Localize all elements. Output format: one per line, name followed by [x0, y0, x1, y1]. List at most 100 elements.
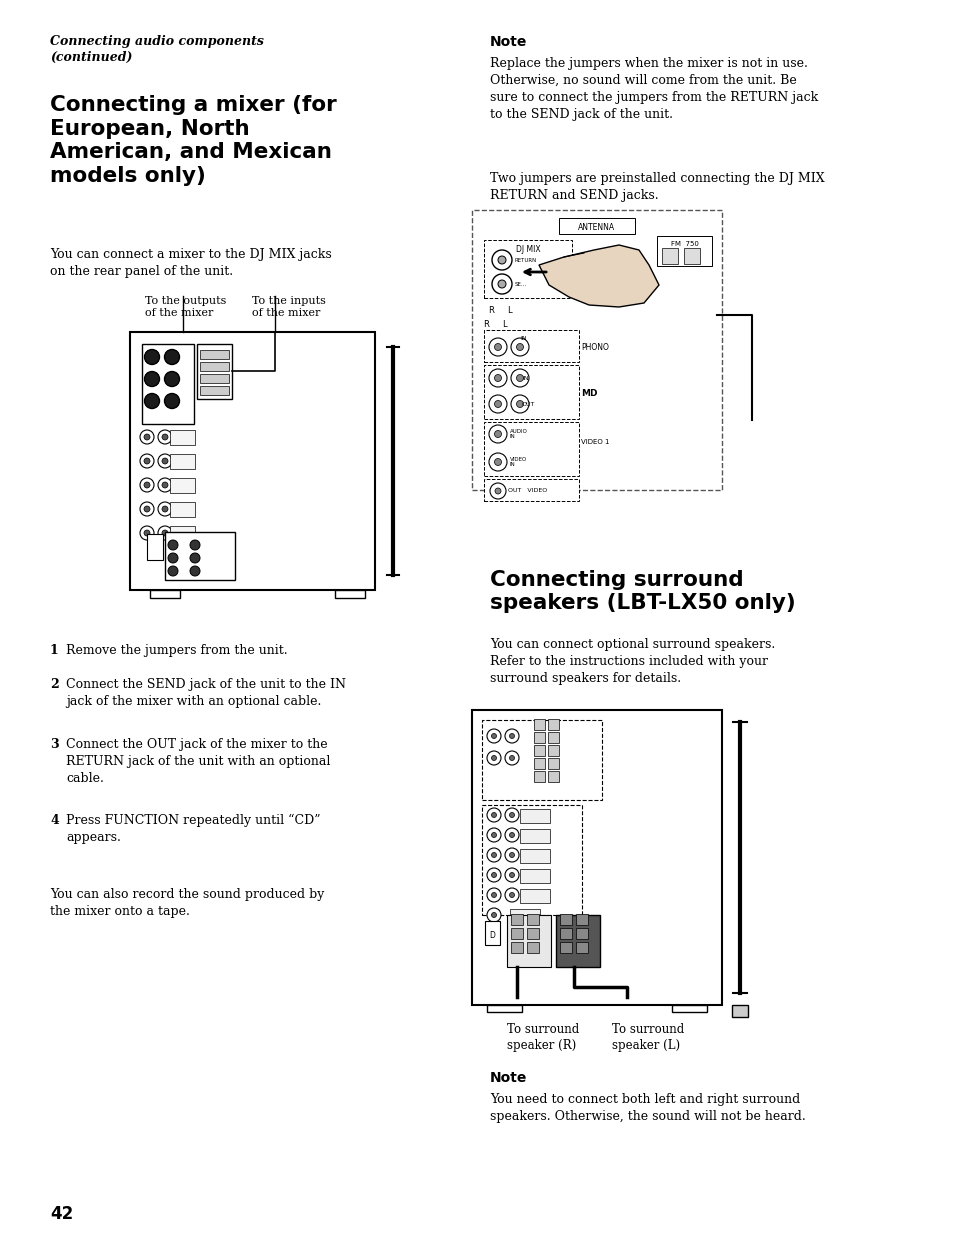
- Circle shape: [489, 453, 506, 471]
- Text: 2: 2: [50, 678, 59, 692]
- Text: Connecting a mixer (for
European, North
American, and Mexican
models only): Connecting a mixer (for European, North …: [50, 95, 336, 185]
- Circle shape: [190, 566, 200, 576]
- Circle shape: [144, 530, 150, 536]
- Circle shape: [491, 813, 496, 818]
- Bar: [576, 942, 587, 953]
- Circle shape: [144, 482, 150, 488]
- Circle shape: [140, 501, 153, 516]
- Text: Two jumpers are preinstalled connecting the DJ MIX
RETURN and SEND jacks.: Two jumpers are preinstalled connecting …: [490, 172, 823, 203]
- Bar: [165, 532, 234, 580]
- Text: R     L: R L: [489, 306, 512, 315]
- Circle shape: [494, 400, 501, 408]
- Bar: [200, 387, 229, 395]
- Circle shape: [164, 372, 179, 387]
- Bar: [534, 732, 544, 743]
- Text: Connect the OUT jack of the mixer to the
RETURN jack of the unit with an optiona: Connect the OUT jack of the mixer to the…: [66, 739, 330, 785]
- Circle shape: [495, 488, 500, 494]
- Circle shape: [190, 540, 200, 550]
- Circle shape: [491, 734, 496, 739]
- Bar: [472, 710, 721, 1005]
- Bar: [547, 745, 558, 756]
- Text: Connect the SEND jack of the unit to the IN
jack of the mixer with an optional c: Connect the SEND jack of the unit to the…: [66, 678, 346, 708]
- Text: DJ MIX: DJ MIX: [516, 245, 539, 253]
- Circle shape: [140, 430, 153, 445]
- Bar: [526, 914, 538, 925]
- Bar: [506, 915, 551, 967]
- Bar: [519, 809, 550, 823]
- Bar: [534, 758, 544, 769]
- Bar: [534, 719, 544, 730]
- Circle shape: [158, 478, 172, 492]
- Circle shape: [489, 338, 506, 356]
- Bar: [481, 720, 601, 800]
- Text: VIDEO
IN: VIDEO IN: [510, 457, 527, 467]
- Text: Note: Note: [490, 35, 527, 49]
- Circle shape: [491, 852, 496, 857]
- Bar: [731, 1005, 747, 1016]
- Text: Note: Note: [490, 1071, 527, 1086]
- Circle shape: [509, 756, 514, 761]
- Circle shape: [144, 506, 150, 513]
- Circle shape: [494, 458, 501, 466]
- Circle shape: [486, 908, 500, 923]
- Text: MD: MD: [580, 389, 597, 398]
- Circle shape: [491, 893, 496, 898]
- Circle shape: [504, 729, 518, 743]
- Circle shape: [511, 369, 529, 387]
- Circle shape: [509, 852, 514, 857]
- Text: Replace the jumpers when the mixer is not in use.
Otherwise, no sound will come : Replace the jumpers when the mixer is no…: [490, 57, 818, 121]
- Bar: [335, 590, 365, 598]
- Bar: [576, 914, 587, 925]
- Bar: [657, 236, 711, 266]
- Bar: [200, 362, 229, 370]
- Bar: [472, 210, 721, 490]
- Bar: [576, 927, 587, 939]
- Bar: [556, 915, 599, 967]
- Circle shape: [162, 482, 168, 488]
- Bar: [170, 501, 194, 517]
- Text: R     L: R L: [483, 320, 507, 329]
- Bar: [547, 719, 558, 730]
- Text: 3: 3: [50, 739, 58, 751]
- Bar: [671, 1005, 706, 1011]
- Bar: [547, 771, 558, 782]
- Circle shape: [489, 369, 506, 387]
- Text: VIDEO 1: VIDEO 1: [580, 438, 609, 445]
- Circle shape: [491, 872, 496, 878]
- Circle shape: [168, 566, 178, 576]
- Bar: [547, 732, 558, 743]
- Bar: [519, 829, 550, 844]
- Text: OUT: OUT: [521, 401, 535, 406]
- Bar: [511, 927, 522, 939]
- Bar: [661, 248, 678, 264]
- Circle shape: [144, 433, 150, 440]
- Circle shape: [494, 374, 501, 382]
- Circle shape: [162, 506, 168, 513]
- Circle shape: [486, 868, 500, 882]
- Bar: [547, 758, 558, 769]
- Circle shape: [491, 913, 496, 918]
- Circle shape: [144, 394, 159, 409]
- Circle shape: [144, 458, 150, 464]
- Circle shape: [140, 526, 153, 540]
- Text: ANTENNA: ANTENNA: [578, 222, 615, 231]
- Circle shape: [486, 751, 500, 764]
- Bar: [200, 350, 229, 359]
- Circle shape: [492, 249, 512, 270]
- Text: You can connect optional surround speakers.
Refer to the instructions included w: You can connect optional surround speake…: [490, 638, 775, 685]
- Bar: [150, 590, 180, 598]
- Circle shape: [486, 827, 500, 842]
- Circle shape: [509, 872, 514, 878]
- Bar: [510, 909, 539, 923]
- Text: To surround
speaker (L): To surround speaker (L): [612, 1023, 683, 1052]
- Circle shape: [164, 350, 179, 364]
- Bar: [130, 332, 375, 590]
- Bar: [170, 526, 194, 541]
- Circle shape: [491, 756, 496, 761]
- Circle shape: [486, 848, 500, 862]
- Text: You can also record the sound produced by
the mixer onto a tape.: You can also record the sound produced b…: [50, 888, 324, 918]
- Bar: [519, 848, 550, 863]
- Bar: [483, 479, 578, 501]
- Circle shape: [509, 734, 514, 739]
- Circle shape: [489, 395, 506, 412]
